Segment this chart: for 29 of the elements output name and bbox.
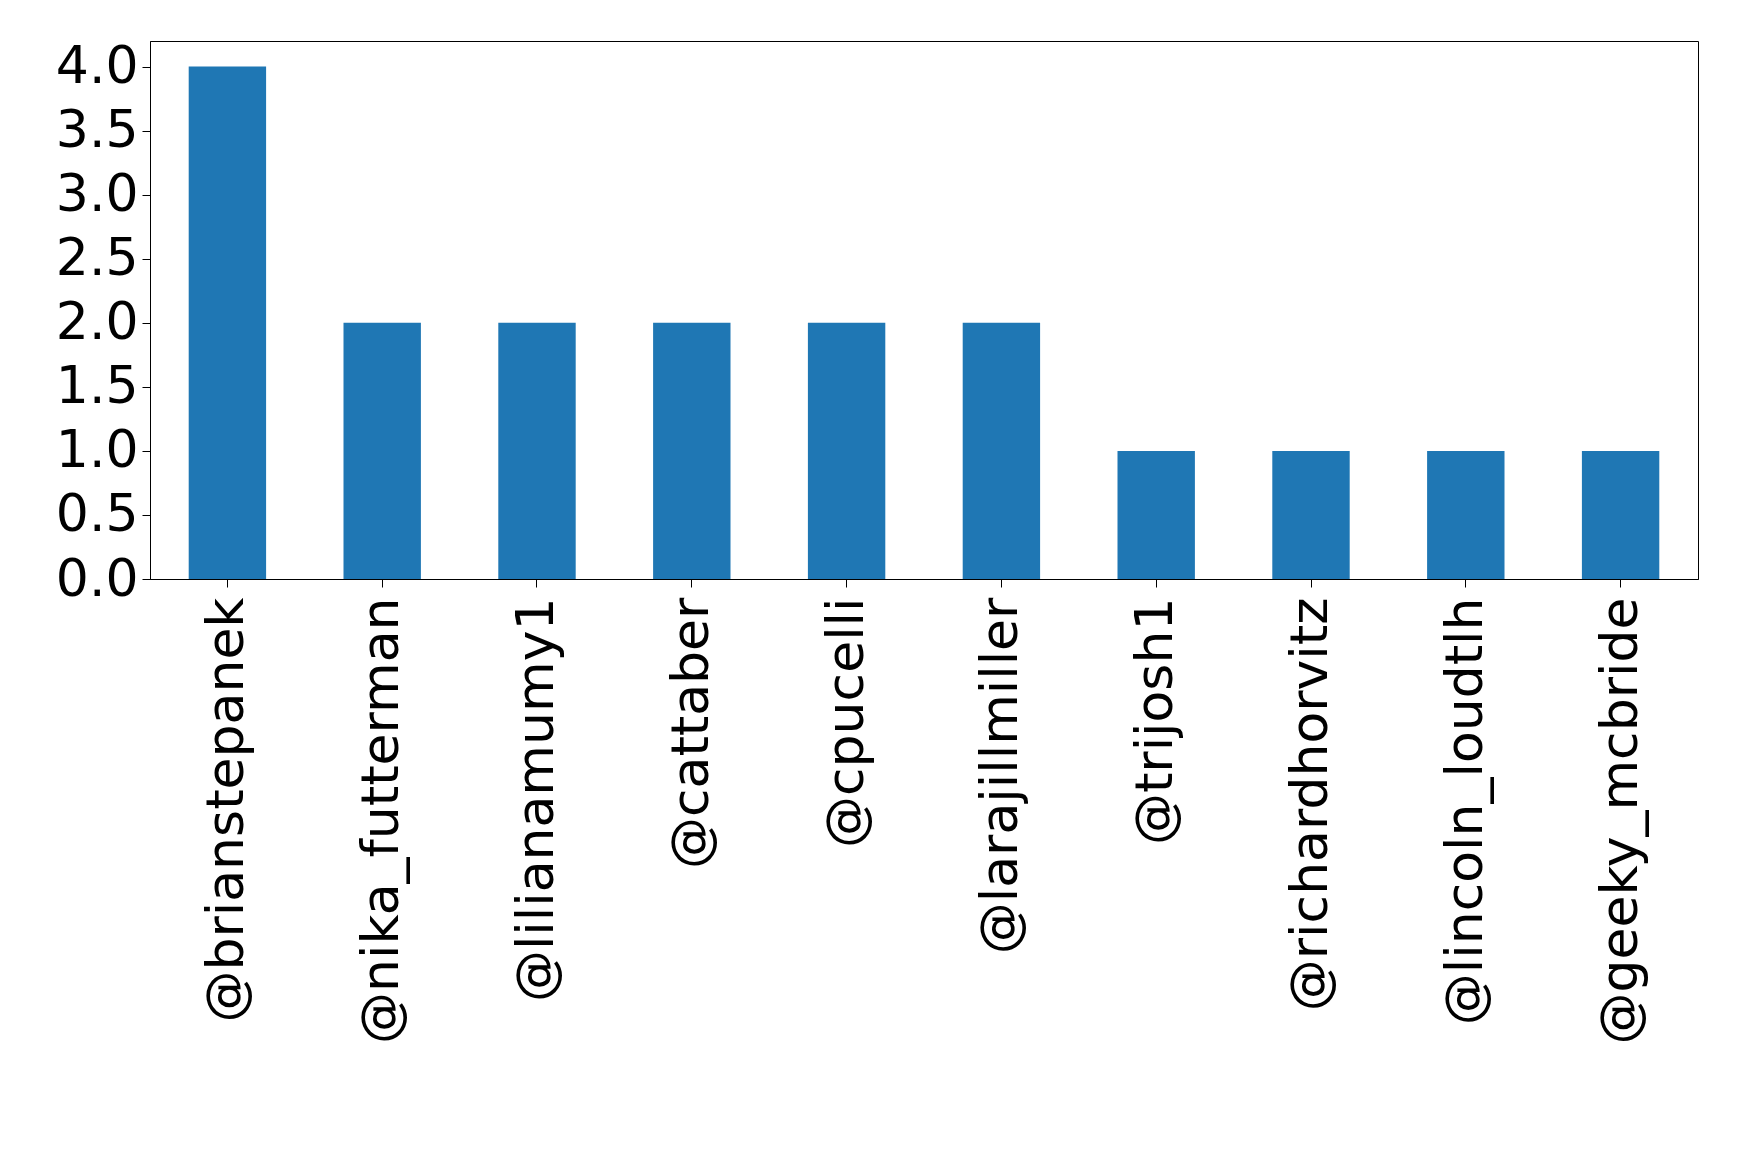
x-tick-label: @geeky_mcbride: [1588, 597, 1649, 1045]
x-tick-label: @cpucelli: [814, 597, 875, 848]
x-tick-label: @lilianamumy1: [505, 597, 565, 1003]
x-tick-label: @larajillmiller: [969, 596, 1030, 955]
bar: [1581, 450, 1660, 579]
x-tick-label: @brianstepanek: [195, 597, 256, 1023]
x-tick-label: @richardhorvitz: [1279, 597, 1339, 1012]
bar: [1272, 450, 1350, 579]
x-tick-label: @nika_futterman: [350, 597, 411, 1044]
bar: [498, 322, 576, 579]
y-tick-label: 0.0: [55, 547, 139, 608]
y-tick-label: 1.0: [55, 419, 139, 480]
bar: [343, 322, 421, 579]
y-tick-label: 3.0: [55, 163, 139, 224]
y-tick-label: 0.5: [55, 483, 139, 544]
bar: [1117, 450, 1195, 579]
x-tick-label: @trijosh1: [1124, 597, 1185, 846]
bar: [188, 66, 267, 579]
x-tick-label: @lincoln_loudtlh: [1433, 597, 1494, 1026]
y-tick-label: 3.5: [55, 99, 139, 160]
bar: [1427, 450, 1505, 579]
bar: [807, 322, 886, 579]
bar: [653, 322, 731, 579]
y-tick-label: 4.0: [55, 35, 139, 96]
x-tick-label: @cattaber: [659, 596, 720, 869]
y-tick-label: 2.0: [55, 291, 139, 352]
y-tick-label: 1.5: [55, 355, 139, 416]
y-tick-label: 2.5: [55, 227, 139, 288]
bar: [962, 322, 1041, 579]
